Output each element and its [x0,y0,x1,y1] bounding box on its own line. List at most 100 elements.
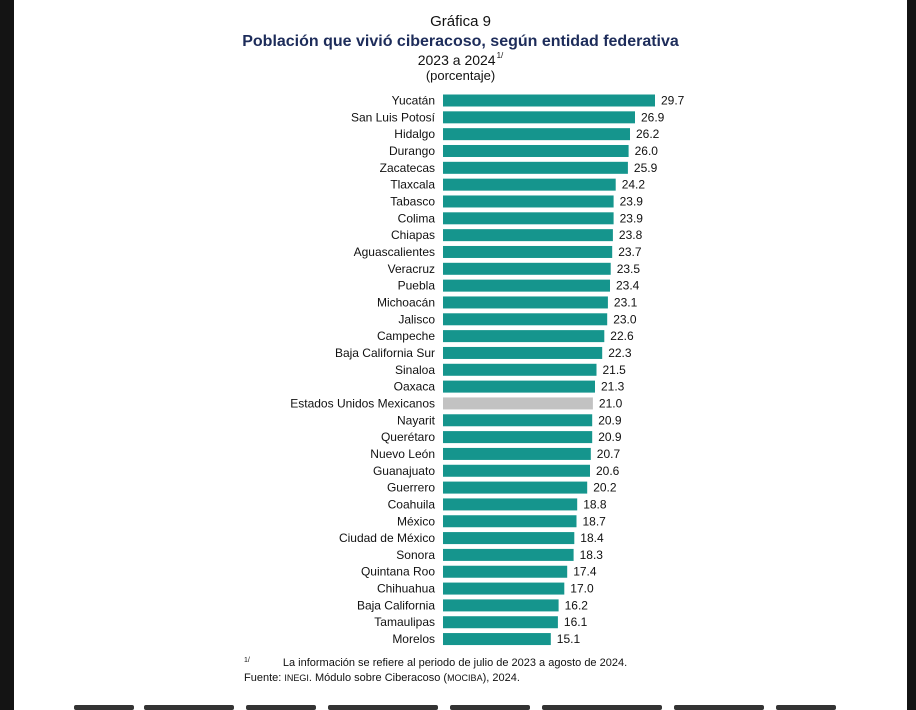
bar [443,128,630,141]
value-label: 22.6 [610,329,634,343]
category-label: Guanajuato [373,464,435,478]
chart-title: Población que vivió ciberacoso, según en… [242,33,679,50]
bar [443,313,608,326]
category-label: Chihuahua [377,582,435,596]
bar [443,431,593,444]
category-label: Nayarit [397,413,436,427]
bar [443,161,628,174]
source-acronym: MOCIBA [447,673,483,683]
value-label: 26.2 [636,127,660,141]
source-note: Fuente: INEGI. Módulo sobre Ciberacoso (… [244,672,520,684]
category-label: Sonora [396,548,435,562]
bar [443,178,616,191]
bar [443,582,565,595]
value-label: 29.7 [661,94,685,108]
source-mid: . Módulo sobre Ciberacoso ( [308,672,448,684]
category-label: Michoacán [377,295,435,309]
bar [443,262,611,275]
value-label: 23.9 [620,194,644,208]
category-label: Zacatecas [380,161,435,175]
value-label: 16.1 [564,615,588,629]
category-label: Chiapas [391,228,435,242]
category-label: Colima [398,211,436,225]
value-label: 21.3 [601,380,625,394]
bar [443,464,590,477]
category-label: Estados Unidos Mexicanos [290,396,435,410]
footnote-mark: 1/ [244,657,250,664]
category-label: San Luis Potosí [351,110,436,124]
value-label: 22.3 [608,346,632,360]
period-text: 2023 a 2024 [417,52,496,68]
bar [443,616,558,629]
bar [443,447,591,460]
chart-unit: (porcentaje) [425,68,496,83]
right-border [907,0,916,710]
value-label: 21.0 [599,396,623,410]
value-label: 15.1 [557,632,581,646]
bar [443,532,575,545]
chart-period: 2023 a 20241/ [14,51,907,68]
category-label: México [397,514,435,528]
value-label: 20.9 [598,413,622,427]
bar [443,515,577,528]
value-label: 21.5 [603,363,627,377]
bar [443,212,614,225]
category-label: Veracruz [388,262,435,276]
category-label: Quintana Roo [361,565,435,579]
value-label: 18.3 [580,548,604,562]
category-label: Morelos [392,632,435,646]
value-label: 26.9 [641,110,665,124]
left-border [0,0,14,710]
value-label: 18.4 [580,531,604,545]
category-label: Durango [389,144,435,158]
value-label: 20.2 [593,481,617,495]
value-label: 20.6 [596,464,620,478]
bar [443,548,574,561]
value-label: 18.8 [583,497,607,511]
value-label: 23.1 [614,295,638,309]
bar [443,330,605,343]
bar [443,633,551,646]
category-label: Campeche [377,329,435,343]
bar [443,111,635,124]
value-label: 23.9 [620,211,644,225]
bar [443,414,593,427]
bar [443,565,568,578]
cut-off-next-text [14,701,907,710]
source-end: ), 2024. [482,672,520,684]
bar [443,397,593,410]
bar-chart: Yucatán 29.7 San Luis Potosí 26.9 Hidalgo 26.… [290,94,685,647]
value-label: 17.4 [573,565,597,579]
bar [443,346,603,359]
bar [443,229,613,242]
category-label: Aguascalientes [354,245,435,259]
footnote-text: La información se refiere al periodo de … [282,657,628,669]
graph-number: Gráfica 9 [430,13,491,30]
category-label: Sinaloa [395,363,435,377]
category-label: Hidalgo [394,127,435,141]
value-label: 20.9 [598,430,622,444]
category-label: Nuevo León [370,447,435,461]
bar [443,380,595,393]
category-label: Querétaro [381,430,435,444]
category-label: Jalisco [398,312,435,326]
bar [443,481,588,494]
category-label: Ciudad de México [339,531,435,545]
source-org: INEGI [284,673,309,683]
category-label: Tabasco [390,194,435,208]
value-label: 23.0 [613,312,637,326]
bar [443,144,629,157]
value-label: 23.8 [619,228,643,242]
value-label: 26.0 [635,144,659,158]
bar [443,195,614,208]
category-label: Coahuila [388,497,436,511]
value-label: 23.7 [618,245,642,259]
bar [443,498,578,511]
category-label: Guerrero [387,481,435,495]
category-label: Yucatán [392,94,435,108]
bar [443,279,610,292]
value-label: 23.4 [616,279,640,293]
bar [443,296,608,309]
footnote: 1/La información se refiere al periodo d… [244,657,627,669]
value-label: 24.2 [622,178,646,192]
